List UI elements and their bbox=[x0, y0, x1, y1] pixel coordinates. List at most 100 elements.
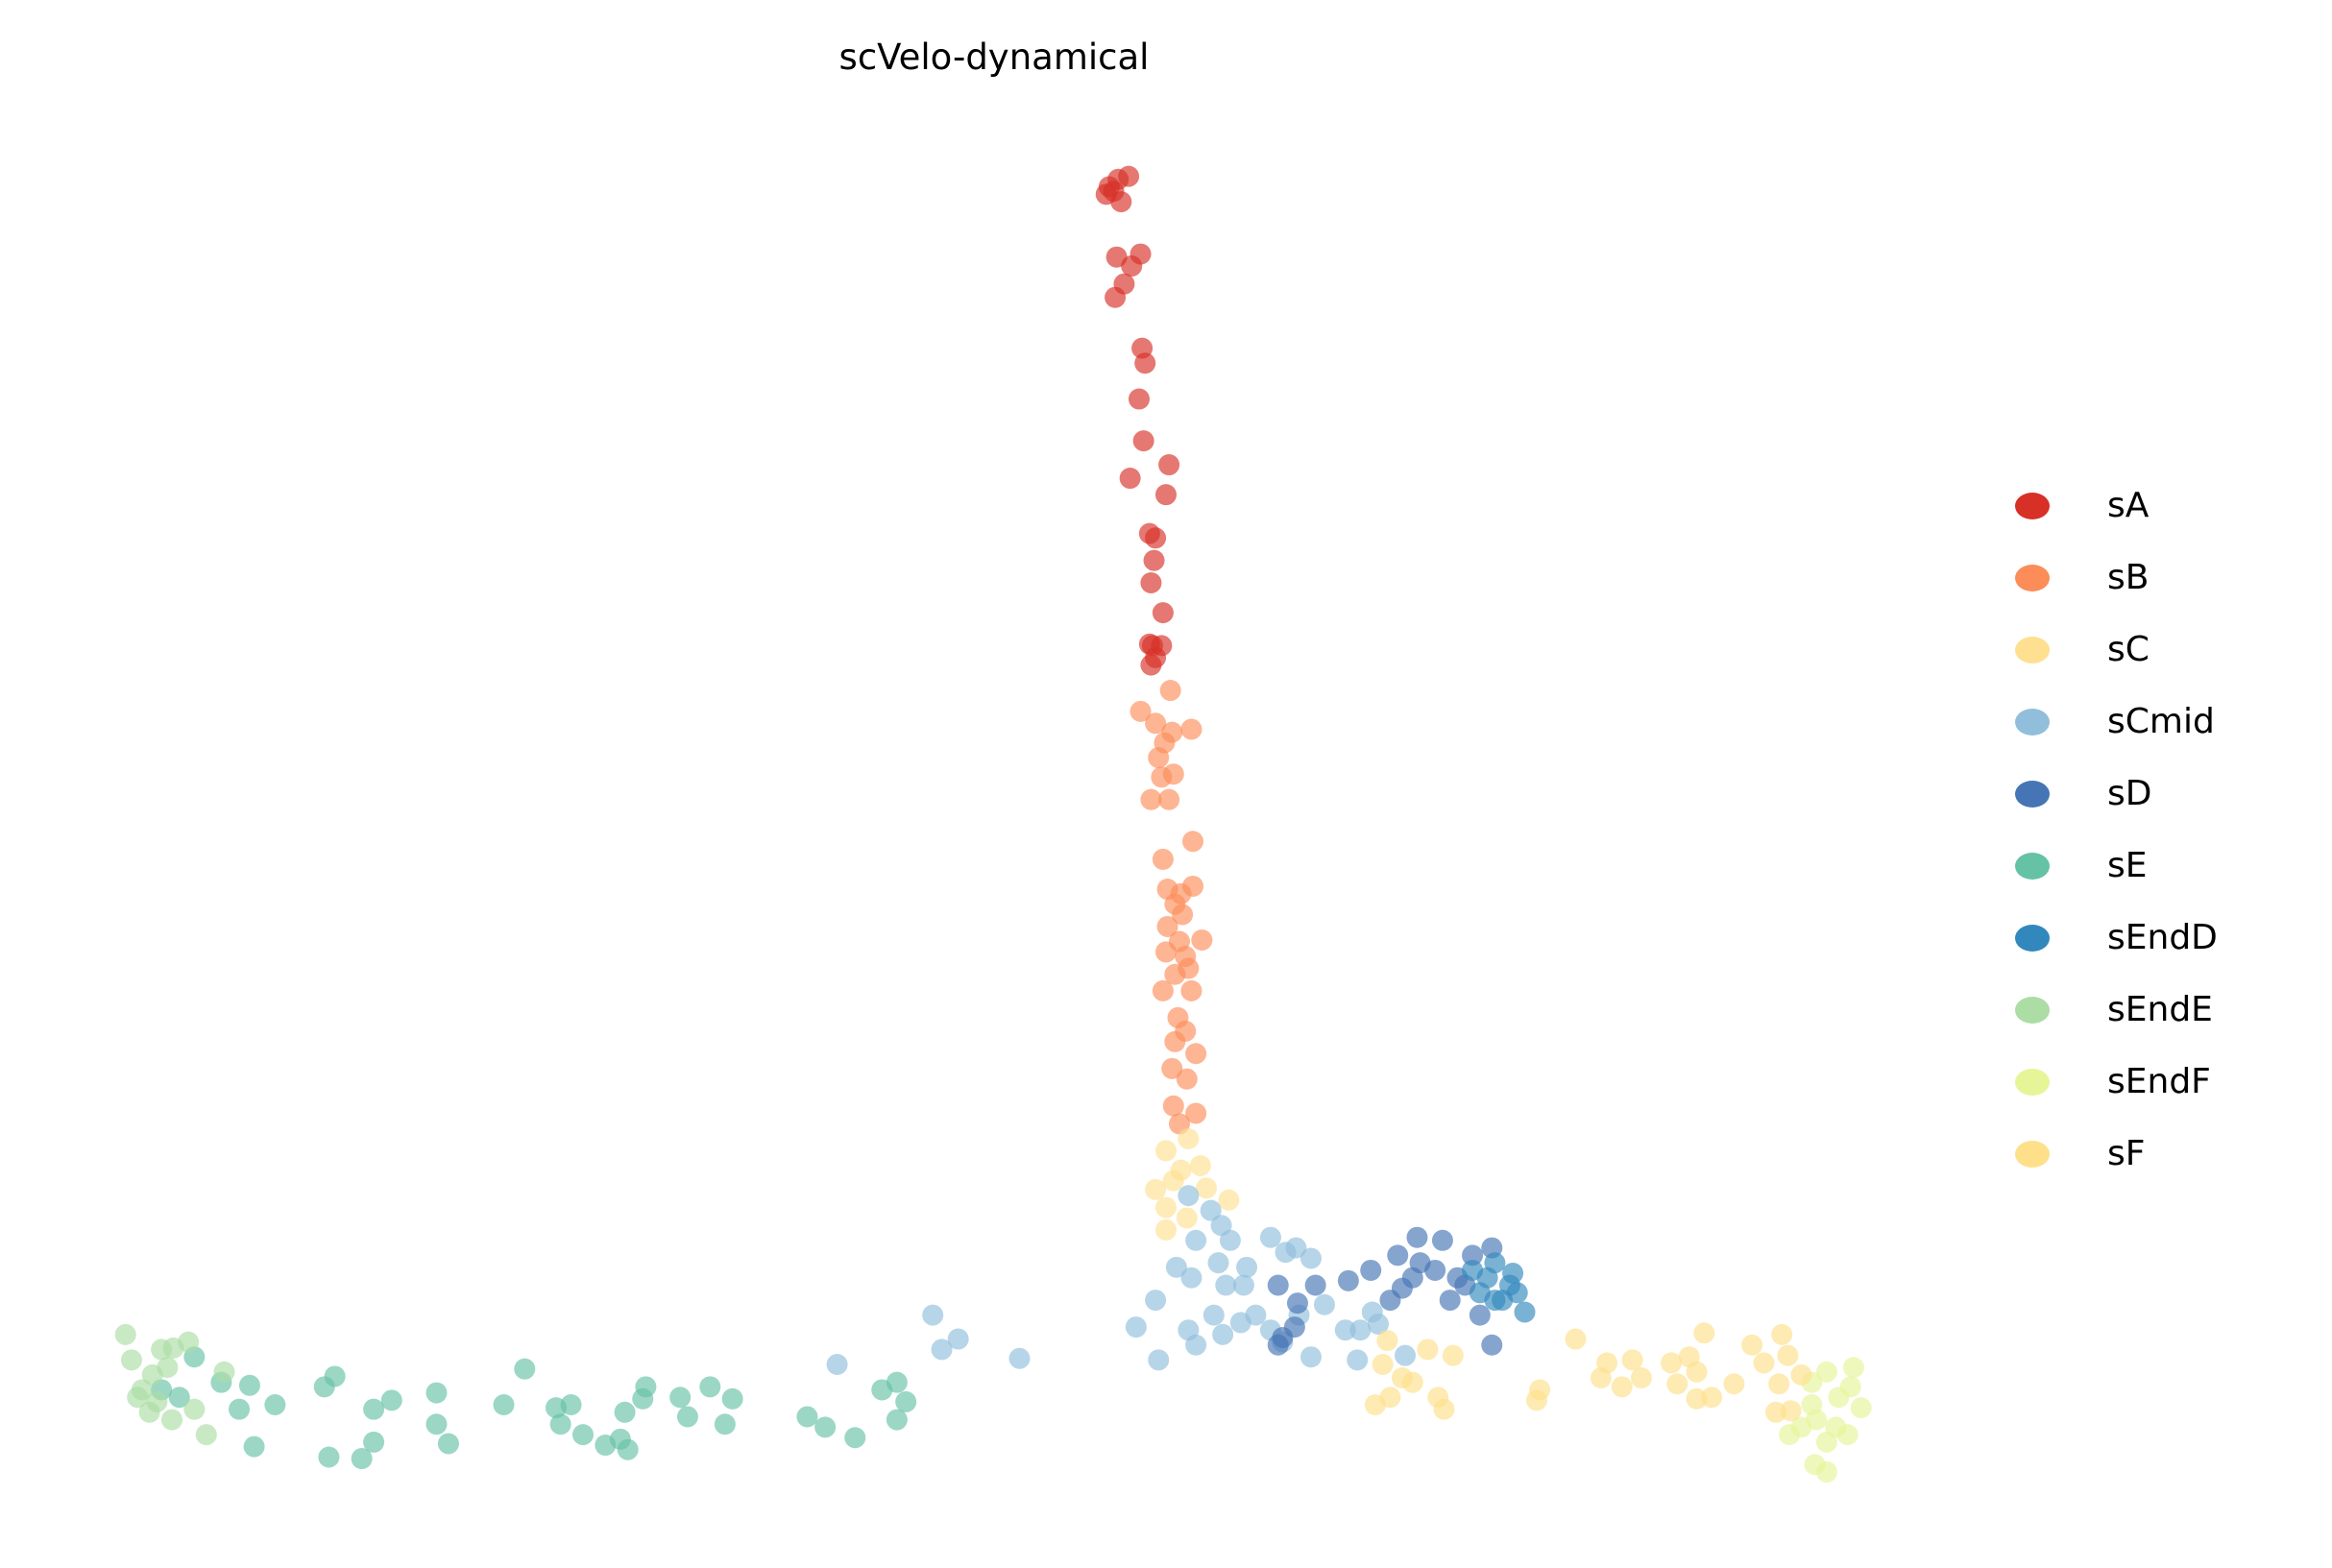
point-sB bbox=[1185, 1043, 1207, 1065]
point-sEndD bbox=[1514, 1301, 1536, 1323]
legend-marker bbox=[2015, 1140, 2050, 1168]
point-sC bbox=[1189, 1154, 1211, 1176]
point-sEndD bbox=[1506, 1282, 1528, 1304]
point-sE bbox=[351, 1448, 373, 1470]
point-sB bbox=[1191, 929, 1213, 951]
point-sD bbox=[1283, 1316, 1305, 1339]
point-sC bbox=[1162, 1170, 1184, 1192]
point-sEndE bbox=[114, 1323, 136, 1345]
point-sE bbox=[886, 1409, 908, 1431]
point-sD bbox=[1406, 1226, 1428, 1248]
point-sF bbox=[1376, 1330, 1398, 1352]
point-sC bbox=[1178, 1127, 1200, 1149]
point-sCmid bbox=[1349, 1319, 1372, 1341]
point-sF bbox=[1701, 1387, 1723, 1409]
point-sE bbox=[571, 1424, 594, 1446]
point-sE bbox=[514, 1358, 536, 1380]
point-sB bbox=[1164, 1030, 1186, 1052]
point-sB bbox=[1154, 941, 1177, 963]
point-sD bbox=[1304, 1274, 1326, 1296]
point-sCmid bbox=[1219, 1229, 1241, 1251]
point-sC bbox=[1154, 1196, 1177, 1218]
point-sE bbox=[168, 1387, 190, 1409]
point-sE bbox=[238, 1374, 260, 1396]
point-sF bbox=[1768, 1373, 1790, 1395]
point-sCmid bbox=[1148, 1349, 1170, 1371]
point-sCmid bbox=[922, 1304, 944, 1326]
point-sA bbox=[1105, 286, 1127, 308]
point-sE bbox=[425, 1413, 448, 1435]
point-sCmid bbox=[1368, 1313, 1390, 1335]
point-sD bbox=[1439, 1290, 1461, 1312]
point-sB bbox=[1130, 700, 1152, 722]
point-sEndE bbox=[157, 1357, 179, 1379]
point-sA bbox=[1140, 571, 1162, 593]
point-sF bbox=[1565, 1328, 1587, 1350]
legend-label: sEndF bbox=[2107, 1062, 2211, 1101]
point-sA bbox=[1143, 549, 1165, 571]
point-sB bbox=[1158, 788, 1180, 810]
point-sD bbox=[1360, 1259, 1382, 1281]
point-sEndF bbox=[1815, 1361, 1837, 1383]
point-sB bbox=[1159, 680, 1181, 702]
point-sB bbox=[1161, 721, 1183, 743]
point-sE bbox=[437, 1433, 459, 1455]
point-sF bbox=[1771, 1323, 1793, 1345]
point-sE bbox=[844, 1427, 866, 1449]
point-sB bbox=[1176, 1068, 1198, 1090]
point-sC bbox=[1176, 1207, 1198, 1229]
point-sA bbox=[1128, 388, 1150, 410]
point-sC bbox=[1145, 1178, 1167, 1200]
point-sE bbox=[560, 1394, 582, 1416]
point-sB bbox=[1151, 766, 1173, 788]
point-sE bbox=[380, 1389, 402, 1411]
point-sEndE bbox=[213, 1361, 235, 1383]
point-sC bbox=[1154, 1218, 1177, 1241]
legend-label: sEndE bbox=[2107, 990, 2213, 1029]
legend-marker bbox=[2015, 636, 2050, 663]
point-sE bbox=[632, 1387, 654, 1410]
point-sA bbox=[1154, 484, 1177, 506]
point-sEndF bbox=[1850, 1397, 1872, 1419]
point-sCmid bbox=[1259, 1226, 1281, 1248]
point-sD bbox=[1469, 1304, 1491, 1326]
point-sA bbox=[1145, 527, 1167, 549]
point-sB bbox=[1156, 915, 1178, 937]
point-sB bbox=[1161, 1057, 1183, 1079]
legend-label: sB bbox=[2107, 558, 2150, 597]
point-sF bbox=[1661, 1352, 1683, 1374]
point-sD bbox=[1379, 1290, 1401, 1312]
point-sF bbox=[1442, 1344, 1464, 1366]
point-sA bbox=[1134, 352, 1156, 374]
point-sEndF bbox=[1815, 1461, 1837, 1484]
point-sA bbox=[1103, 181, 1125, 203]
point-sF bbox=[1630, 1367, 1652, 1389]
point-sB bbox=[1172, 904, 1194, 926]
point-sE bbox=[425, 1382, 448, 1404]
legend-label: sC bbox=[2107, 630, 2150, 669]
point-sF bbox=[1741, 1334, 1763, 1356]
legend-label: sE bbox=[2107, 846, 2148, 885]
point-sB bbox=[1185, 1102, 1207, 1124]
point-sF bbox=[1401, 1371, 1423, 1393]
point-sCmid bbox=[1008, 1347, 1031, 1369]
legend-item-sE: sE bbox=[2015, 830, 2218, 902]
point-sF bbox=[1693, 1322, 1715, 1344]
point-sCmid bbox=[1395, 1344, 1417, 1366]
point-sF bbox=[1379, 1387, 1401, 1409]
point-sCmid bbox=[1300, 1346, 1322, 1368]
point-sE bbox=[669, 1387, 692, 1409]
point-sC bbox=[1196, 1177, 1218, 1199]
point-sCmid bbox=[1125, 1316, 1147, 1339]
point-sCmid bbox=[1236, 1256, 1258, 1278]
legend-item-sC: sC bbox=[2015, 614, 2218, 686]
point-sF bbox=[1372, 1353, 1394, 1375]
legend-item-sEndF: sEndF bbox=[2015, 1046, 2218, 1118]
point-sB bbox=[1140, 788, 1162, 810]
point-sE bbox=[363, 1398, 385, 1420]
point-sEndE bbox=[183, 1398, 206, 1420]
point-sCmid bbox=[1200, 1199, 1222, 1221]
point-sEndE bbox=[195, 1424, 217, 1446]
legend-label: sCmid bbox=[2107, 702, 2215, 741]
point-sE bbox=[796, 1406, 818, 1428]
